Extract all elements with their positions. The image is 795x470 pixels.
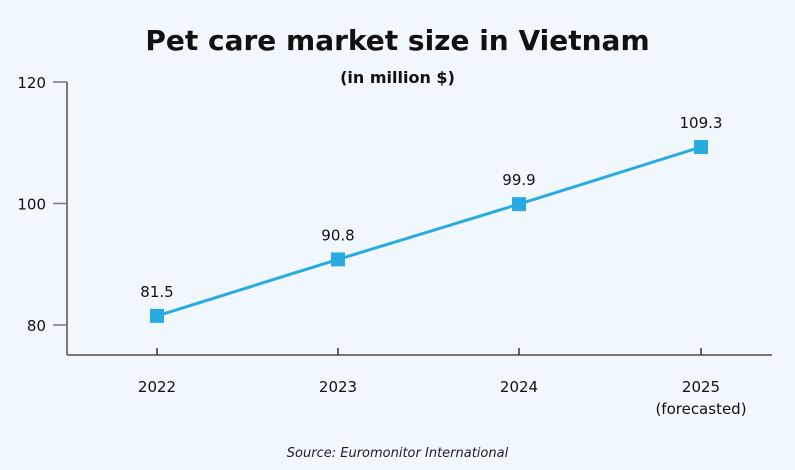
y-tick-label: 120 <box>17 74 46 92</box>
series-line <box>156 145 702 318</box>
data-point-marker <box>331 252 345 267</box>
x-tick-label: 2022 <box>138 378 176 396</box>
data-point-marker <box>694 140 708 155</box>
source-note: Source: Euromonitor International <box>286 446 509 461</box>
data-label: 99.9 <box>502 171 535 189</box>
x-tick-sublabel: (forecasted) <box>655 400 746 418</box>
chart-subtitle: (in million $) <box>340 68 455 87</box>
x-tick-label: 2023 <box>319 378 357 396</box>
x-tick-label: 2025 <box>682 378 720 396</box>
data-label: 81.5 <box>140 283 173 301</box>
y-tick-label: 80 <box>27 317 46 335</box>
data-label: 109.3 <box>680 114 723 132</box>
data-point-marker <box>150 308 164 323</box>
data-label: 90.8 <box>321 226 354 244</box>
x-tick-label: 2024 <box>500 378 538 396</box>
y-tick-label: 100 <box>17 196 46 214</box>
chart-title: Pet care market size in Vietnam <box>145 24 650 57</box>
data-point-marker <box>512 197 526 212</box>
